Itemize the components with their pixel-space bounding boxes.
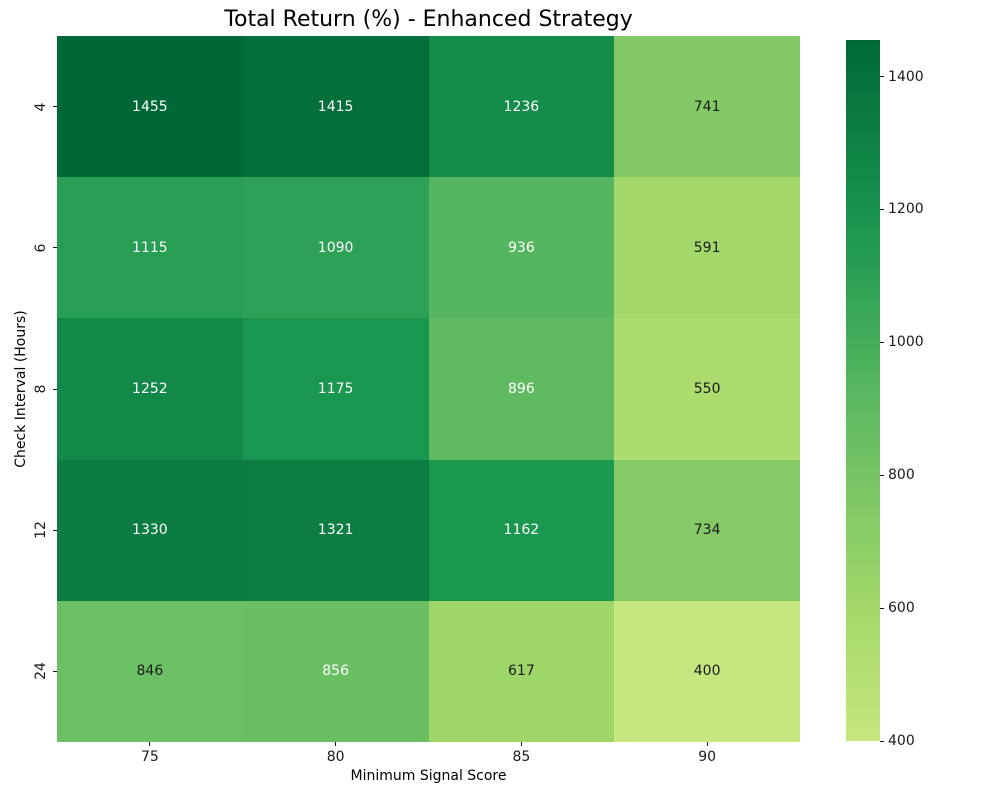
colorbar-tick-label: 400: [888, 733, 915, 749]
heatmap-cell: 734: [614, 459, 800, 601]
colorbar-tick-label: 1000: [888, 334, 924, 351]
heatmap-cell: 550: [614, 318, 800, 460]
heatmap-cell: 856: [242, 600, 429, 742]
y-tick-label: 12: [33, 521, 49, 540]
heatmap-cell: 1236: [428, 36, 615, 178]
colorbar-tick-label: 600: [888, 600, 915, 617]
x-tick-label: 90: [698, 749, 717, 765]
heatmap-cell: 1455: [57, 36, 243, 178]
heatmap-cell: 1175: [242, 318, 429, 460]
heatmap-cell: 936: [428, 177, 615, 319]
heatmap-cell: 1415: [242, 36, 429, 178]
heatmap-cell: 1321: [242, 459, 429, 601]
x-tick-mark: [149, 742, 151, 746]
colorbar-tick-mark: [880, 607, 884, 609]
colorbar-tick-label: 800: [888, 467, 915, 484]
colorbar-tick-mark: [880, 474, 884, 476]
y-tick-mark: [53, 247, 57, 249]
y-tick-mark: [53, 388, 57, 390]
heatmap-cell: 400: [614, 600, 800, 742]
colorbar-tick-mark: [880, 76, 884, 78]
y-tick-mark: [53, 670, 57, 672]
heatmap-cell: 846: [57, 600, 243, 742]
y-tick-mark: [53, 529, 57, 531]
x-tick-mark: [520, 742, 522, 746]
x-tick-label: 75: [140, 749, 159, 765]
colorbar-tick-mark: [880, 740, 884, 742]
x-tick-label: 80: [326, 749, 345, 765]
heatmap-cell: 1090: [242, 177, 429, 319]
heatmap-cell: 741: [614, 36, 800, 178]
y-tick-label: 8: [33, 384, 49, 394]
chart-title: Total Return (%) - Enhanced Strategy: [224, 7, 633, 32]
x-tick-mark: [335, 742, 337, 746]
y-tick-label: 24: [33, 662, 49, 681]
colorbar-tick-label: 1200: [888, 201, 924, 218]
heatmap-cell: 1162: [428, 459, 615, 601]
y-tick-label: 6: [33, 243, 49, 253]
heatmap-cell: 591: [614, 177, 800, 319]
y-tick-mark: [53, 106, 57, 108]
colorbar-tick-label: 1400: [888, 68, 924, 85]
heatmap-plot-area: 1455 1415 1236 741 1115 1090 936 591 1252 1175 896…: [57, 36, 800, 742]
colorbar: [846, 40, 880, 741]
heatmap-cell: 617: [428, 600, 615, 742]
colorbar-tick-mark: [880, 208, 884, 210]
heatmap-cell: 1252: [57, 318, 243, 460]
y-tick-label: 4: [33, 102, 49, 112]
x-tick-mark: [706, 742, 708, 746]
x-tick-label: 85: [512, 749, 531, 765]
heatmap-cell: 1115: [57, 177, 243, 319]
y-axis-label: Check Interval (Hours): [13, 310, 29, 468]
colorbar-tick-mark: [880, 341, 884, 343]
heatmap-cell: 1330: [57, 459, 243, 601]
x-axis-label: Minimum Signal Score: [350, 768, 507, 784]
heatmap-cell: 896: [428, 318, 615, 460]
